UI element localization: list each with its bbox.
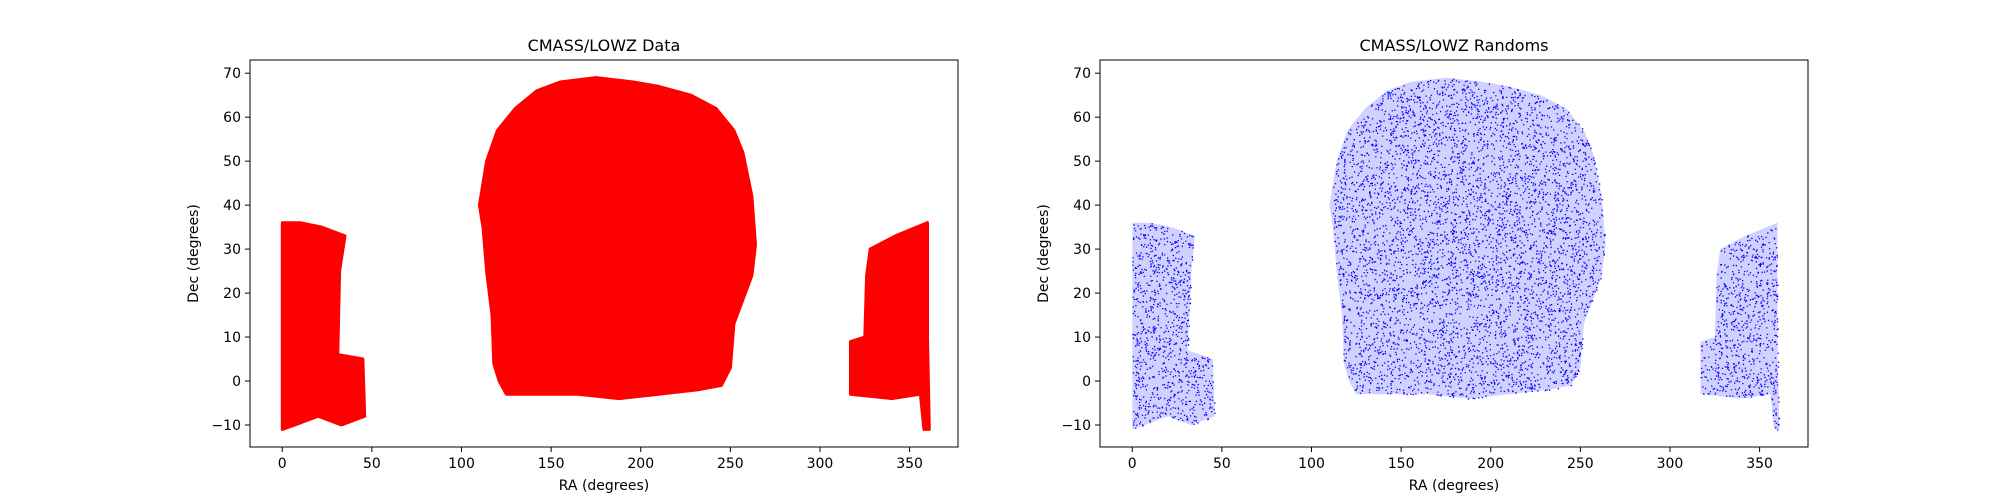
- scatter-region-north: [1329, 77, 1606, 399]
- x-tick-label: 150: [1388, 456, 1415, 472]
- scatter-region-south-left: [280, 221, 367, 431]
- axes-frame: [1099, 59, 1809, 448]
- y-tick-label: 70: [1073, 66, 1091, 82]
- scatter-series: [1132, 77, 1781, 431]
- scatter-series: [280, 76, 931, 431]
- axes-frame: [249, 59, 959, 448]
- scatter-points-south-left: [1132, 223, 1216, 429]
- y-axis: −10 0 10 20 30 40 50 60 70: [1061, 66, 1100, 434]
- y-axis-label: Dec (degrees): [186, 204, 202, 303]
- x-tick-label: 200: [1477, 456, 1504, 472]
- y-tick-label: 30: [1073, 242, 1091, 258]
- x-tick-label: 200: [627, 456, 654, 472]
- chart-title: CMASS/LOWZ Randoms: [1359, 36, 1548, 55]
- scatter-region-south-right: [849, 221, 931, 431]
- y-tick-label: −10: [1061, 418, 1091, 434]
- y-tick-label: 60: [1073, 110, 1091, 126]
- x-axis-label: RA (degrees): [559, 478, 649, 494]
- y-tick-label: 0: [1082, 374, 1091, 390]
- x-tick-label: 300: [807, 456, 834, 472]
- y-tick-label: 50: [223, 154, 241, 170]
- y-tick-label: 50: [1073, 154, 1091, 170]
- x-tick-label: 300: [1657, 456, 1684, 472]
- y-tick-label: 20: [223, 286, 241, 302]
- x-tick-label: 0: [1128, 456, 1137, 472]
- x-tick-label: 100: [1298, 456, 1325, 472]
- x-axis: 0 50 100 150 200 250 300 350: [278, 447, 923, 472]
- y-tick-label: 20: [1073, 286, 1091, 302]
- x-tick-label: 0: [278, 456, 287, 472]
- x-axis-label: RA (degrees): [1409, 478, 1499, 494]
- y-tick-label: 30: [223, 242, 241, 258]
- x-tick-label: 250: [1567, 456, 1594, 472]
- chart-panel-randoms: 0 50 100 150 200 250 300 350 −10 0 10 20 30 40 50 60 70 C…: [1036, 36, 1809, 494]
- x-tick-label: 50: [363, 456, 381, 472]
- y-axis-label: Dec (degrees): [1036, 204, 1052, 303]
- y-tick-label: 70: [223, 66, 241, 82]
- x-tick-label: 50: [1213, 456, 1231, 472]
- x-tick-label: 350: [1746, 456, 1773, 472]
- y-tick-label: 40: [223, 198, 241, 214]
- y-tick-label: 60: [223, 110, 241, 126]
- chart-panel-data: 0 50 100 150 200 250 300 350 −10 0 10 20 30 40 50 60 70 C…: [186, 36, 959, 494]
- y-tick-label: 10: [1073, 330, 1091, 346]
- y-tick-label: 40: [1073, 198, 1091, 214]
- y-tick-label: 10: [223, 330, 241, 346]
- x-tick-label: 150: [538, 456, 565, 472]
- y-tick-label: −10: [211, 418, 241, 434]
- x-tick-label: 350: [896, 456, 923, 472]
- x-tick-label: 100: [448, 456, 475, 472]
- y-axis: −10 0 10 20 30 40 50 60 70: [211, 66, 250, 434]
- scatter-region-north: [477, 76, 757, 401]
- x-axis: 0 50 100 150 200 250 300 350: [1128, 447, 1773, 472]
- chart-title: CMASS/LOWZ Data: [528, 36, 681, 55]
- x-tick-label: 250: [717, 456, 744, 472]
- y-tick-label: 0: [232, 374, 241, 390]
